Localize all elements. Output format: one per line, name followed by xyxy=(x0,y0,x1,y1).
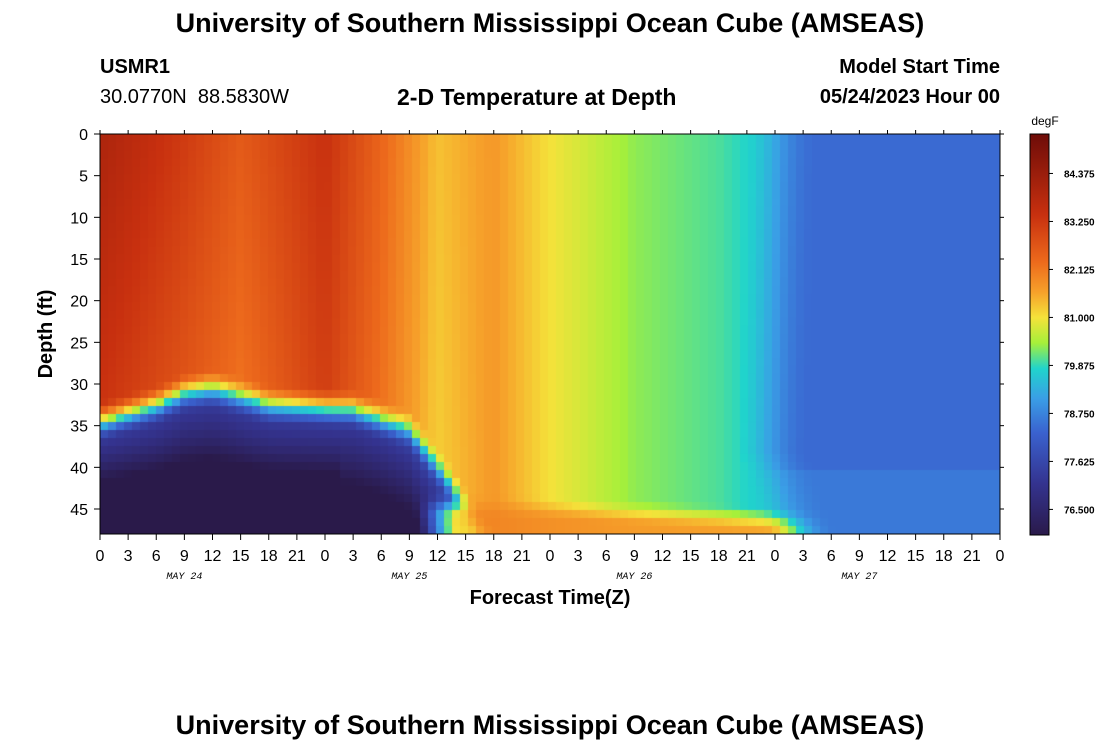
colorbar-tick-label: 82.125 xyxy=(1064,265,1095,276)
x-tick-label: 21 xyxy=(513,548,531,565)
x-tick-label: 6 xyxy=(377,548,386,565)
day-label: MAY 26 xyxy=(616,572,652,583)
x-tick-label: 12 xyxy=(429,548,447,565)
y-axis-label: Depth (ft) xyxy=(35,290,57,379)
y-tick-label: 20 xyxy=(70,294,88,311)
y-tick-label: 15 xyxy=(70,252,88,269)
x-tick-label: 3 xyxy=(799,548,808,565)
x-tick-label: 21 xyxy=(738,548,756,565)
x-tick-label: 15 xyxy=(907,548,925,565)
day-label: MAY 27 xyxy=(841,572,877,583)
x-tick-label: 15 xyxy=(232,548,250,565)
x-tick-label: 0 xyxy=(996,548,1005,565)
x-tick-label: 0 xyxy=(321,548,330,565)
day-label: MAY 24 xyxy=(166,572,202,583)
page-title: University of Southern Mississippi Ocean… xyxy=(175,8,925,38)
y-tick-label: 30 xyxy=(70,377,88,394)
colorbar-units: degF xyxy=(1031,114,1058,128)
colorbar-tick-label: 84.375 xyxy=(1064,169,1095,180)
x-tick-label: 18 xyxy=(710,548,728,565)
x-tick-label: 9 xyxy=(405,548,414,565)
model-start-value: 05/24/2023 Hour 00 xyxy=(819,86,1000,108)
x-tick-label: 0 xyxy=(546,548,555,565)
station-id: USMR1 xyxy=(100,56,171,78)
x-tick-label: 15 xyxy=(457,548,475,565)
x-tick-label: 12 xyxy=(879,548,897,565)
colorbar-ramp xyxy=(1029,133,1050,536)
y-tick-label: 45 xyxy=(70,502,88,519)
x-tick-label: 21 xyxy=(963,548,981,565)
colorbar-tick-label: 77.625 xyxy=(1064,457,1095,468)
x-tick-label: 9 xyxy=(855,548,864,565)
x-tick-label: 9 xyxy=(630,548,639,565)
plot-title: 2-D Temperature at Depth xyxy=(397,84,677,110)
x-axis: 0 3 6 9 12 15 18 21 0 3 6 9 12 15 18 21 0 3 6 9 12 15 18 21 0 3 6 9… xyxy=(96,130,1005,583)
y-tick-label: 0 xyxy=(79,127,88,144)
x-tick-label: 3 xyxy=(574,548,583,565)
day-label: MAY 25 xyxy=(391,572,427,583)
colorbar-tick-label: 81.000 xyxy=(1064,313,1095,324)
colorbar-tick-label: 83.250 xyxy=(1064,217,1095,228)
x-tick-label: 15 xyxy=(682,548,700,565)
heatmap-field xyxy=(100,134,1000,534)
x-tick-label: 21 xyxy=(288,548,306,565)
y-tick-label: 25 xyxy=(70,335,88,352)
x-tick-label: 0 xyxy=(96,548,105,565)
x-tick-label: 3 xyxy=(124,548,133,565)
y-tick-label: 35 xyxy=(70,419,88,436)
y-tick-label: 5 xyxy=(79,169,88,186)
station-coordinates: 30.0770N 88.5830W xyxy=(100,86,290,108)
x-axis-label: Forecast Time(Z) xyxy=(470,587,631,609)
x-tick-label: 3 xyxy=(349,548,358,565)
x-tick-label: 9 xyxy=(180,548,189,565)
colorbar-tick-label: 76.500 xyxy=(1064,505,1095,516)
x-tick-label: 18 xyxy=(485,548,503,565)
x-tick-label: 18 xyxy=(935,548,953,565)
colorbar-tick-label: 79.875 xyxy=(1064,361,1095,372)
colorbar: degF 84.375 83.250 82.125 81.000 79.875 78.750… xyxy=(1029,114,1095,536)
model-start-label: Model Start Time xyxy=(839,56,1000,78)
y-tick-label: 40 xyxy=(70,460,88,477)
x-tick-label: 0 xyxy=(771,548,780,565)
y-axis: 0 5 10 15 20 25 30 35 40 45 xyxy=(70,127,1004,519)
x-tick-label: 12 xyxy=(204,548,222,565)
y-tick-label: 10 xyxy=(70,210,88,227)
colorbar-tick-label: 78.750 xyxy=(1064,409,1095,420)
x-tick-label: 18 xyxy=(260,548,278,565)
x-tick-label: 12 xyxy=(654,548,672,565)
x-tick-label: 6 xyxy=(827,548,836,565)
bottom-title: University of Southern Mississippi Ocean… xyxy=(175,710,925,740)
x-tick-label: 6 xyxy=(602,548,611,565)
x-tick-label: 6 xyxy=(152,548,161,565)
